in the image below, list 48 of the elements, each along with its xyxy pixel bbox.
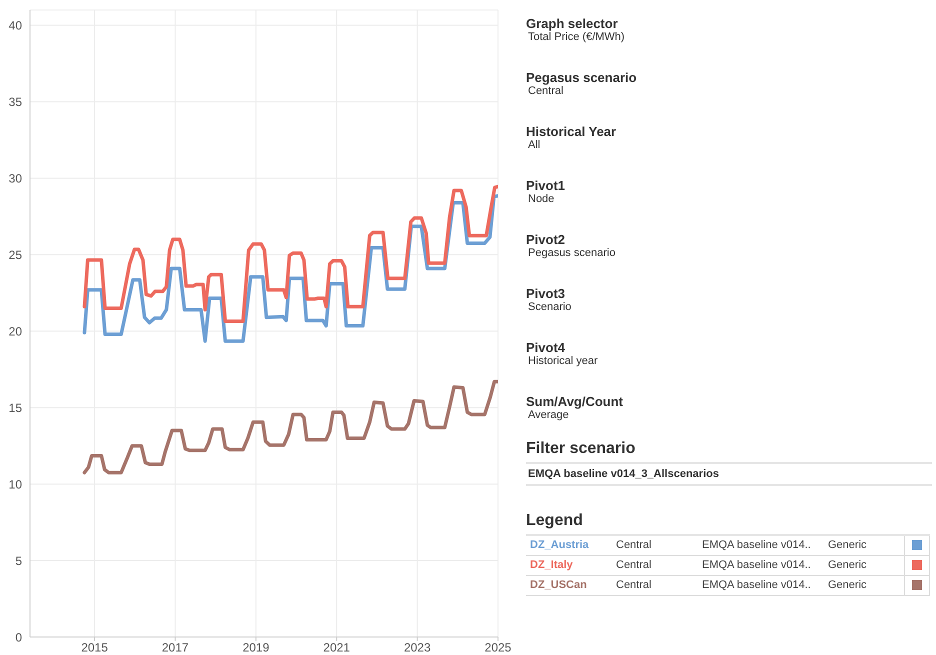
y-tick-label: 20 (8, 324, 22, 338)
text: Pivot1 (526, 178, 566, 193)
x-tick-label: 2021 (323, 640, 350, 655)
x-tick-label: 2025 (484, 640, 512, 655)
text: Sum/Avg/Count (526, 394, 624, 409)
line-series (82, 184, 498, 323)
x-tick-label: 2015 (81, 640, 108, 655)
text: DZ_USCan (529, 578, 588, 593)
legend-title: Legend (526, 512, 584, 530)
text: Pegasus scenario (528, 247, 616, 259)
y-tick-label: 5 (15, 554, 22, 568)
text: Graph selector (526, 16, 619, 31)
text: Generic (827, 558, 868, 573)
y-tick-label: 30 (8, 171, 22, 186)
text: Generic (827, 578, 868, 593)
y-tick-label: 25 (8, 248, 22, 262)
x-tick-label: 2017 (162, 640, 189, 655)
text: Scenario (528, 301, 572, 313)
text: Central (615, 558, 652, 573)
text: Pivot4 (526, 340, 566, 355)
text: EMQA baseline v014.. (701, 558, 812, 573)
text: Central (615, 538, 652, 554)
y-tick-label: 15 (8, 400, 22, 415)
text: Pivot3 (526, 286, 566, 301)
text: Historical year (528, 355, 599, 367)
text: Node (528, 193, 556, 205)
text: Central (528, 85, 564, 97)
text: All (528, 139, 542, 151)
text: Generic (827, 538, 868, 554)
y-tick-label: 40 (8, 18, 22, 33)
text: DZ_Austria (529, 538, 590, 554)
y-tick-label: 35 (8, 95, 22, 110)
text: Pivot2 (526, 232, 566, 247)
text: Central (615, 578, 652, 593)
text: EMQA baseline v014.. (701, 538, 812, 554)
x-tick-label: 2019 (242, 640, 270, 655)
text: EMQA baseline v014.. (701, 578, 812, 593)
text: DZ_Italy (529, 558, 574, 573)
text: Historical Year (526, 124, 618, 139)
text: Average (528, 409, 570, 421)
y-tick-label: 10 (8, 477, 22, 492)
line-series (82, 380, 498, 474)
y-tick-label: 0 (15, 630, 22, 644)
text: Filter scenario (526, 440, 636, 458)
text: Total Price (€/MWh) (528, 31, 626, 43)
text: EMQA baseline v014_3_Allscenarios (526, 462, 932, 486)
text: Pegasus scenario (526, 70, 638, 85)
x-tick-label: 2023 (404, 640, 431, 655)
